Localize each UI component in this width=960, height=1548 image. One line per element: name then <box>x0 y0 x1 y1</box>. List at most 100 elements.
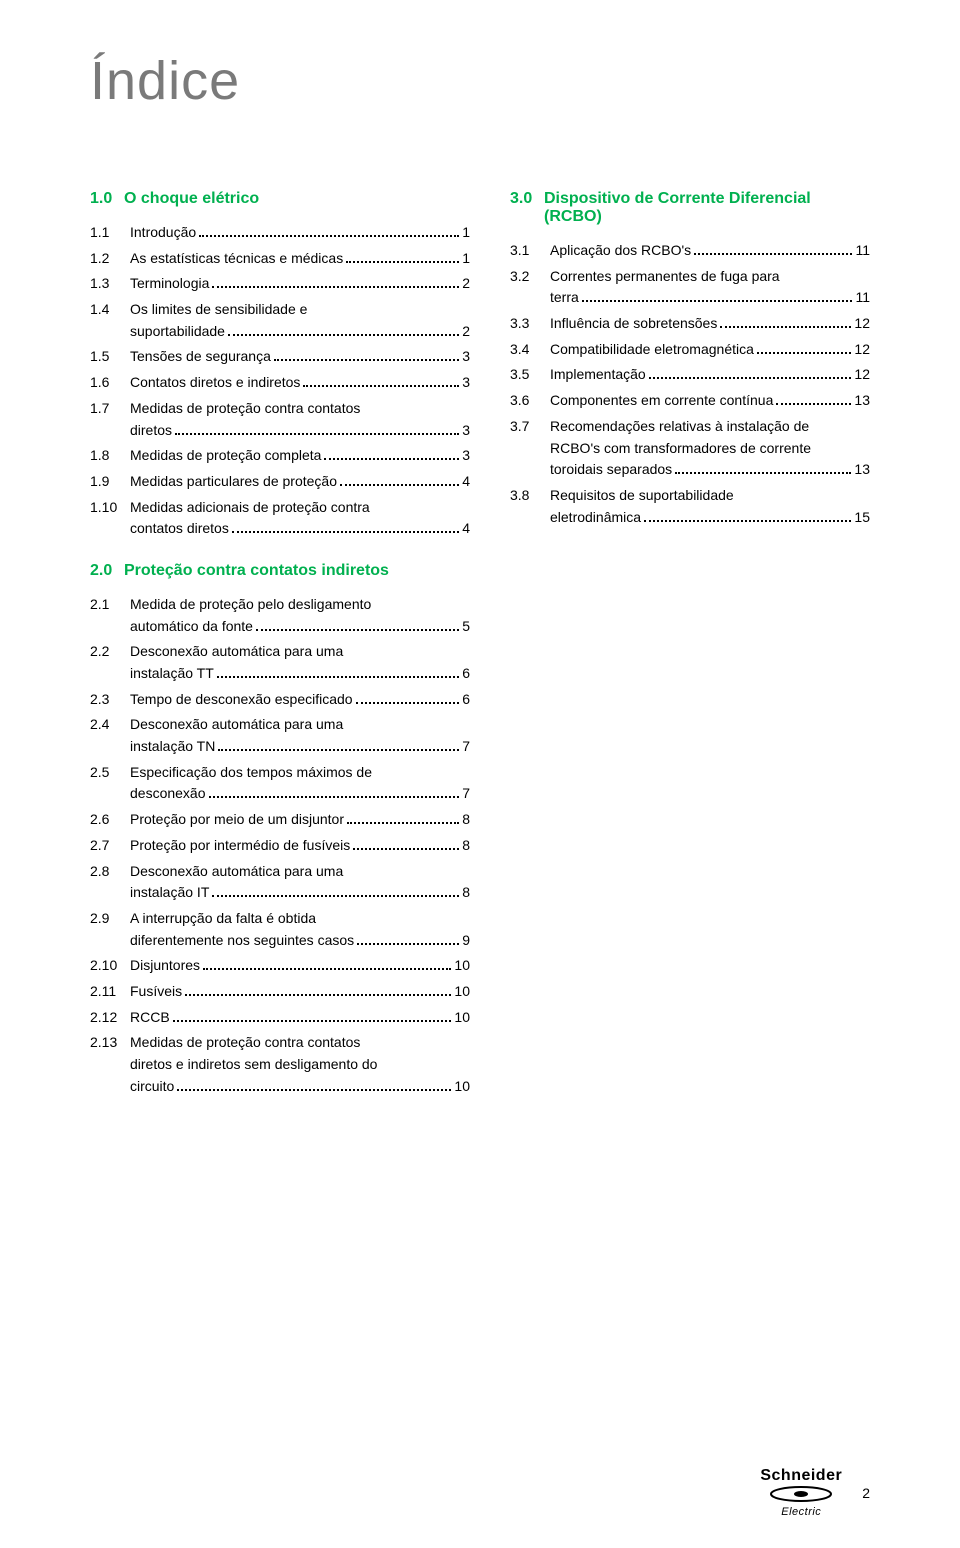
toc-dots <box>356 702 460 704</box>
toc-entry-label: RCBO's com transformadores de corrente <box>550 438 870 460</box>
toc-entry-body: Componentes em corrente contínua13 <box>550 390 870 412</box>
toc-dots <box>303 385 459 387</box>
toc-entry-num: 1.7 <box>90 398 130 420</box>
toc-entry-num: 1.9 <box>90 471 130 493</box>
toc-entry-page: 11 <box>855 287 870 309</box>
toc-entry-body: Correntes permanentes de fuga paraterra1… <box>550 266 870 309</box>
toc-entry-label: Medidas de proteção contra contatos <box>130 398 470 420</box>
brand-logo: Schneider Electric <box>760 1468 842 1518</box>
toc-dots <box>675 472 851 474</box>
toc-entry-num: 1.8 <box>90 445 130 467</box>
toc-entry-num: 3.3 <box>510 313 550 335</box>
toc-entry: 1.8Medidas de proteção completa3 <box>90 445 470 467</box>
toc-entry-num: 1.1 <box>90 222 130 244</box>
toc-entry: 1.2As estatísticas técnicas e médicas1 <box>90 248 470 270</box>
toc-entry-body: Desconexão automática para umainstalação… <box>130 714 470 757</box>
toc-entry-body: Tempo de desconexão especificado6 <box>130 689 470 711</box>
toc-entry-page: 8 <box>462 835 470 857</box>
toc-entry-num: 2.8 <box>90 861 130 883</box>
toc-dots <box>757 352 852 354</box>
toc-entry-page: 5 <box>462 616 470 638</box>
toc-entry-body: Influência de sobretensões12 <box>550 313 870 335</box>
toc-entry: 2.8Desconexão automática para umainstala… <box>90 861 470 904</box>
toc-entry-body: Recomendações relativas à instalação deR… <box>550 416 870 481</box>
toc-entry-page: 8 <box>462 882 470 904</box>
toc-dots <box>212 286 459 288</box>
toc-entry-body: RCCB 10 <box>130 1007 470 1029</box>
toc-dots <box>347 822 459 824</box>
toc-entry-num: 1.5 <box>90 346 130 368</box>
toc-entry: 3.5Implementação12 <box>510 364 870 386</box>
section-3-head: 3.0 Dispositivo de Corrente Diferencial … <box>510 190 870 226</box>
toc-entry-label: Desconexão automática para uma <box>130 641 470 663</box>
toc-entry-page: 12 <box>854 339 870 361</box>
toc-entry: 3.2Correntes permanentes de fuga parater… <box>510 266 870 309</box>
toc-entry-body: Introdução1 <box>130 222 470 244</box>
toc-entry: 1.10Medidas adicionais de proteção contr… <box>90 497 470 540</box>
toc-entry-page: 10 <box>454 1007 470 1029</box>
toc-entry-body: Medidas de proteção completa3 <box>130 445 470 467</box>
toc-entry-label: Aplicação dos RCBO's <box>550 240 691 262</box>
toc-dots <box>649 377 852 379</box>
toc-entry-label: Compatibilidade eletromagnética <box>550 339 754 361</box>
toc-entry: 2.12RCCB10 <box>90 1007 470 1029</box>
toc-entry-num: 3.4 <box>510 339 550 361</box>
toc-entry: 1.9Medidas particulares de proteção4 <box>90 471 470 493</box>
toc-entry-num: 1.3 <box>90 273 130 295</box>
toc-entry-page: 11 <box>855 240 870 262</box>
logo-bottom: Electric <box>760 1507 842 1518</box>
toc-dots <box>346 261 459 263</box>
toc-entry-body: Disjuntores 10 <box>130 955 470 977</box>
toc-entry: 2.2Desconexão automática para umainstala… <box>90 641 470 684</box>
toc-entry-label: instalação TN <box>130 736 215 758</box>
section-1-items: 1.1Introdução1 1.2As estatísticas técnica… <box>90 222 470 544</box>
toc-entry-page: 3 <box>462 346 470 368</box>
toc-entry-page: 4 <box>462 471 470 493</box>
toc-entry: 2.3Tempo de desconexão especificado6 <box>90 689 470 711</box>
toc-entry-body: Medidas de proteção contra contatosdiret… <box>130 398 470 441</box>
toc-entry-num: 1.6 <box>90 372 130 394</box>
toc-entry-label: Componentes em corrente contínua <box>550 390 773 412</box>
toc-entry-page: 10 <box>454 955 470 977</box>
toc-entry-num: 2.1 <box>90 594 130 616</box>
toc-entry: 1.6Contatos diretos e indiretos3 <box>90 372 470 394</box>
toc-entry-num: 2.2 <box>90 641 130 663</box>
toc-entry-num: 1.4 <box>90 299 130 321</box>
toc-entry-page: 10 <box>454 1076 470 1098</box>
toc-entry-label: instalação IT <box>130 882 209 904</box>
toc-entry-label: terra <box>550 287 579 309</box>
toc-entry-label: Desconexão automática para uma <box>130 861 470 883</box>
toc-entry: 3.1Aplicação dos RCBO's 11 <box>510 240 870 262</box>
toc-entry-label: diretos e indiretos sem desligamento do <box>130 1054 470 1076</box>
toc-entry-label: Medida de proteção pelo desligamento <box>130 594 470 616</box>
toc-entry-label: Tempo de desconexão especificado <box>130 689 353 711</box>
toc-entry-body: Desconexão automática para umainstalação… <box>130 861 470 904</box>
toc-entry-page: 9 <box>462 930 470 952</box>
toc-entry-body: Os limites de sensibilidade esuportabili… <box>130 299 470 342</box>
toc-entry-label: Disjuntores <box>130 955 200 977</box>
toc-entry-page: 8 <box>462 809 470 831</box>
toc-entry-label: Fusíveis <box>130 981 182 1003</box>
toc-entry-label: RCCB <box>130 1007 170 1029</box>
toc-entry-num: 3.1 <box>510 240 550 262</box>
toc-entry: 2.11Fusíveis10 <box>90 981 470 1003</box>
toc-entry-body: Aplicação dos RCBO's 11 <box>550 240 870 262</box>
toc-entry-label: Medidas de proteção contra contatos <box>130 1032 470 1054</box>
toc-entry: 1.4Os limites de sensibilidade esuportab… <box>90 299 470 342</box>
toc-entry-num: 3.2 <box>510 266 550 288</box>
toc-dots <box>353 848 459 850</box>
toc-entry-num: 2.5 <box>90 762 130 784</box>
toc-dots <box>232 531 459 533</box>
toc-entry-body: Fusíveis10 <box>130 981 470 1003</box>
toc-dots <box>274 359 459 361</box>
section-2-head: 2.0 Proteção contra contatos indiretos <box>90 562 470 580</box>
section-2-label: Proteção contra contatos indiretos <box>124 562 470 580</box>
toc-entry-page: 15 <box>854 507 870 529</box>
toc-entry-num: 3.5 <box>510 364 550 386</box>
toc-entry-page: 12 <box>854 313 870 335</box>
toc-dots <box>324 458 459 460</box>
toc-entry-num: 3.6 <box>510 390 550 412</box>
toc-entry-body: Requisitos de suportabilidadeeletrodinâm… <box>550 485 870 528</box>
toc-entry-label: As estatísticas técnicas e médicas <box>130 248 343 270</box>
toc-entry: 3.4Compatibilidade eletromagnética 12 <box>510 339 870 361</box>
